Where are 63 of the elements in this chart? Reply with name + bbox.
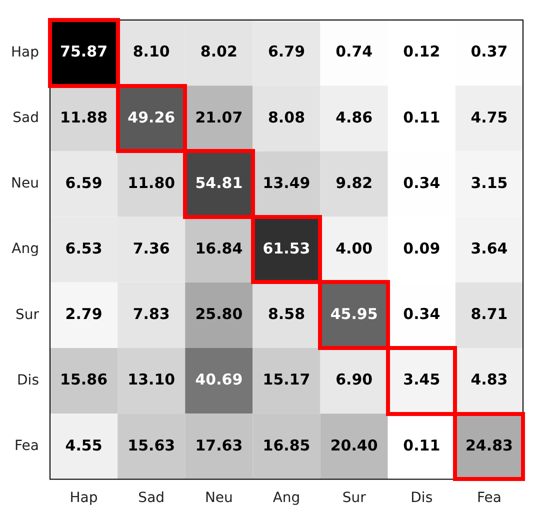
data-label: 3.15 [470, 174, 508, 192]
data-label: 45.95 [330, 305, 378, 324]
data-label: 0.11 [403, 108, 440, 126]
data-label: 6.53 [65, 239, 102, 258]
data-label: 49.26 [128, 108, 176, 126]
data-label: 0.37 [470, 42, 508, 61]
data-label: 2.79 [65, 305, 102, 324]
x-tick-label: Hap [70, 490, 98, 506]
data-label: 11.88 [60, 108, 108, 126]
x-tick-label: Neu [204, 490, 233, 506]
x-tick-label: Ang [272, 490, 300, 506]
data-label: 4.55 [65, 436, 102, 454]
data-label: 0.74 [336, 42, 373, 61]
x-tick-label: Sad [138, 490, 165, 506]
y-tick-label: Sad [12, 110, 39, 126]
data-label: 40.69 [195, 370, 243, 389]
data-label: 8.02 [200, 42, 238, 61]
data-label: 0.09 [403, 239, 440, 258]
data-label: 3.45 [403, 370, 440, 389]
data-label: 20.40 [330, 436, 378, 454]
data-label: 0.12 [403, 42, 440, 61]
data-label: 9.82 [336, 174, 373, 192]
data-label: 8.58 [268, 305, 306, 324]
data-label: 0.34 [403, 174, 440, 192]
y-tick-label: Hap [10, 44, 40, 60]
data-label: 7.83 [132, 305, 170, 324]
data-label: 8.71 [470, 305, 508, 324]
data-label: 3.64 [470, 239, 508, 258]
data-label: 15.17 [262, 370, 310, 389]
data-label: 21.07 [195, 108, 243, 126]
y-tick-label: Ang [12, 241, 39, 258]
data-label: 13.10 [128, 370, 176, 389]
data-label: 16.85 [262, 436, 310, 454]
data-label: 4.86 [336, 108, 373, 126]
data-label: 8.08 [268, 108, 306, 126]
data-label: 16.84 [195, 239, 243, 258]
y-tick-label: Sur [15, 306, 40, 323]
data-label: 13.49 [262, 174, 310, 192]
data-label: 0.34 [403, 305, 440, 324]
data-label: 75.87 [60, 42, 108, 61]
x-tick-label: Fea [476, 490, 502, 506]
data-label: 54.81 [195, 174, 243, 192]
data-label: 4.83 [470, 370, 508, 389]
data-label: 25.80 [195, 305, 243, 324]
y-tick-label: Dis [17, 372, 39, 388]
data-label: 61.53 [262, 239, 310, 258]
data-label: 4.75 [470, 108, 508, 126]
data-label: 6.90 [336, 370, 373, 389]
data-label: 17.63 [195, 436, 243, 454]
y-tick-label: Fea [14, 438, 39, 454]
data-label: 11.80 [128, 174, 176, 192]
data-label: 0.11 [403, 436, 440, 454]
x-tick-label: Sur [342, 490, 366, 506]
data-label: 15.63 [128, 436, 176, 454]
data-label: 15.86 [60, 370, 108, 389]
data-label: 4.00 [336, 239, 373, 258]
data-label: 6.79 [268, 42, 306, 61]
data-label: 7.36 [132, 239, 170, 258]
data-label: 24.83 [465, 436, 513, 454]
x-tick-label: Dis [410, 490, 433, 506]
y-tick-label: Neu [11, 176, 39, 192]
data-label: 8.10 [132, 42, 170, 61]
data-label: 6.59 [65, 174, 102, 192]
